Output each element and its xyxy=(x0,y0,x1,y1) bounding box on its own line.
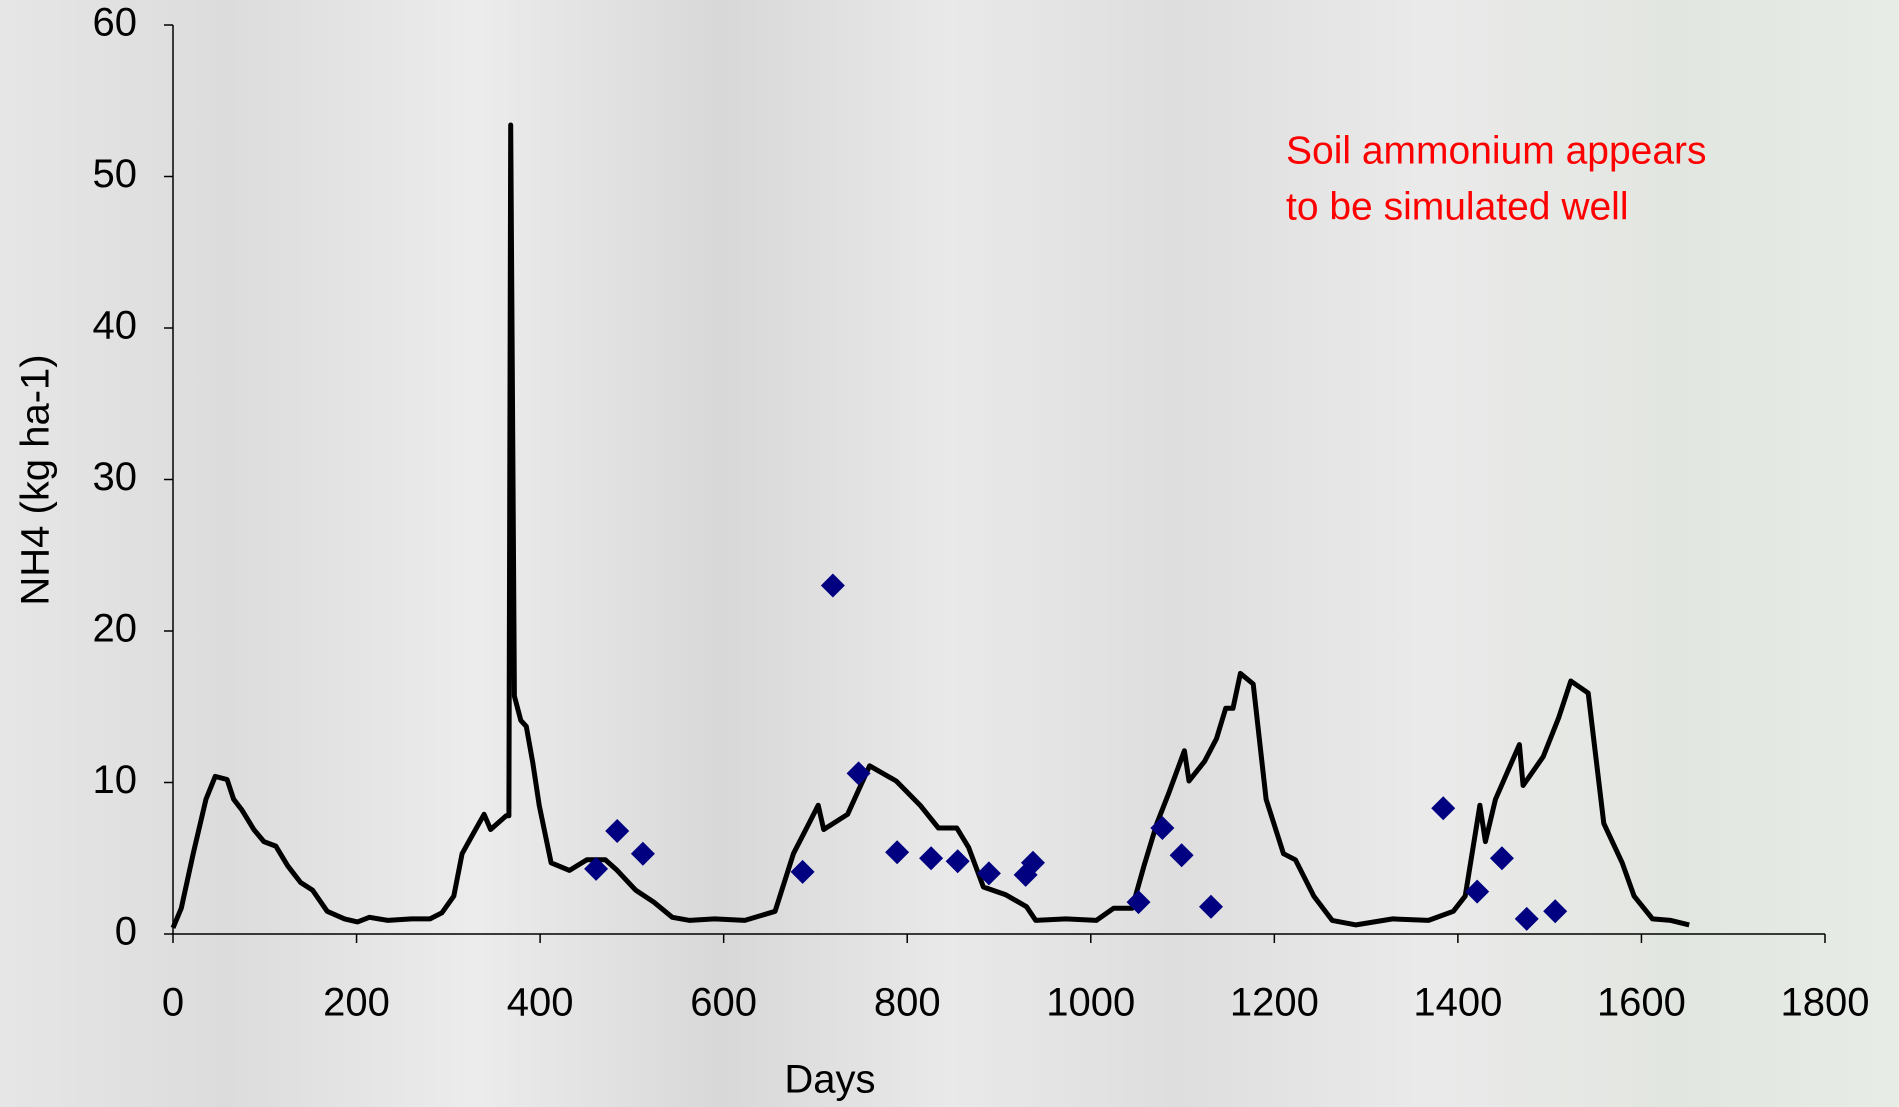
x-tick-label: 0 xyxy=(162,981,184,1025)
observed-point xyxy=(1543,899,1568,924)
y-tick-label: 10 xyxy=(93,758,138,802)
x-tick-label: 800 xyxy=(874,981,941,1025)
y-axis-title: NH4 (kg ha-1) xyxy=(14,354,58,605)
x-tick-label: 200 xyxy=(323,981,390,1025)
simulated-line xyxy=(170,122,1690,929)
x-tick-label: 1400 xyxy=(1413,981,1502,1025)
observed-point xyxy=(1169,843,1194,868)
y-tick-label: 30 xyxy=(93,455,138,499)
observed-point xyxy=(630,841,655,866)
annotation: Soil ammonium appears xyxy=(1286,129,1707,172)
x-tick-label: 1200 xyxy=(1230,981,1319,1025)
observed-point xyxy=(1150,815,1175,840)
observed-point xyxy=(584,856,609,881)
observed-point xyxy=(605,818,630,843)
x-tick-label: 1800 xyxy=(1781,981,1870,1025)
y-tick-label: 20 xyxy=(93,607,138,651)
y-tick-label: 50 xyxy=(93,152,138,196)
x-tick-label: 1000 xyxy=(1046,981,1135,1025)
observed-point xyxy=(919,846,944,871)
y-tick-label: 60 xyxy=(93,1,138,45)
x-tick-label: 400 xyxy=(507,981,574,1025)
y-tick-label: 0 xyxy=(115,910,137,954)
observed-point xyxy=(1126,890,1151,915)
observed-point xyxy=(885,840,910,865)
annotation: to be simulated well xyxy=(1286,185,1629,228)
observed-point xyxy=(1465,879,1490,904)
observed-point xyxy=(1199,894,1224,919)
x-axis-title: Days xyxy=(784,1058,875,1102)
observed-point xyxy=(1489,846,1514,871)
observed-point xyxy=(1020,850,1045,875)
observed-point xyxy=(1431,796,1456,821)
observed-point xyxy=(846,761,871,786)
x-tick-label: 600 xyxy=(690,981,757,1025)
observed-point xyxy=(820,573,845,598)
observed-point xyxy=(790,859,815,884)
observed-point xyxy=(945,849,970,874)
observed-point xyxy=(1514,906,1539,931)
x-tick-label: 1600 xyxy=(1597,981,1686,1025)
observed-point xyxy=(976,861,1001,886)
y-tick-label: 40 xyxy=(93,304,138,348)
